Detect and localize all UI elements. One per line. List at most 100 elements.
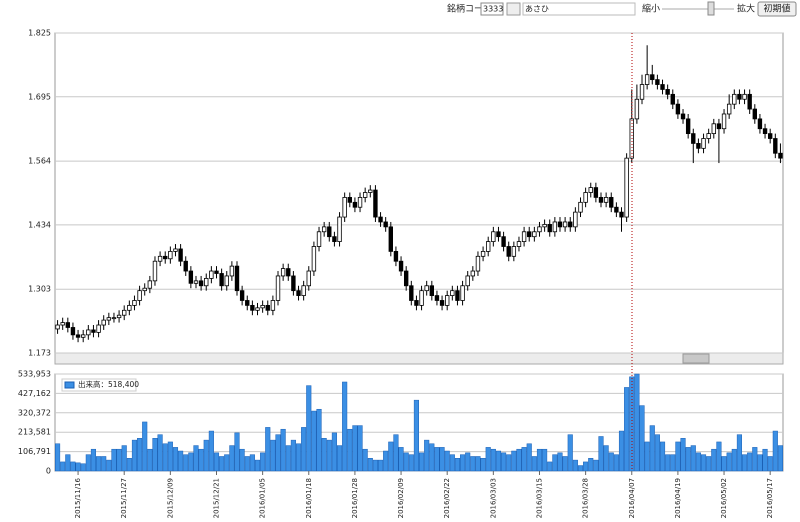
candle-body xyxy=(280,268,286,277)
volume-bar xyxy=(80,463,86,472)
y-tick-label: 1.564 xyxy=(28,157,51,166)
candle-body xyxy=(588,187,593,193)
volume-bar xyxy=(239,448,245,472)
candle-body xyxy=(214,270,219,274)
volume-bar xyxy=(613,454,619,472)
volume-bar xyxy=(290,439,296,472)
candle-body xyxy=(275,275,281,301)
candle-body xyxy=(65,322,71,328)
candle-body xyxy=(316,231,322,247)
candle-body xyxy=(486,241,491,252)
volume-bar xyxy=(75,462,81,472)
volume-bar xyxy=(470,456,476,472)
volume-bar xyxy=(167,441,173,472)
candle-body xyxy=(644,74,650,85)
volume-bar xyxy=(572,459,578,472)
y-tick-label: 1.434 xyxy=(28,220,51,229)
volume-bar xyxy=(618,430,625,472)
candle-body xyxy=(178,248,183,262)
candle-body xyxy=(55,324,60,330)
volume-bar xyxy=(70,461,76,472)
volume-bar xyxy=(388,441,394,472)
candle-body xyxy=(137,290,142,301)
volume-bar xyxy=(552,454,558,472)
candle-body xyxy=(634,98,640,120)
candle-body xyxy=(547,224,552,233)
volume-bar xyxy=(111,448,117,472)
candle-body xyxy=(752,108,757,120)
candle-body xyxy=(521,231,527,242)
candle-body xyxy=(711,123,716,135)
volume-bar xyxy=(213,452,220,472)
volume-bar xyxy=(536,448,543,472)
volume-bar xyxy=(101,456,107,472)
candle-body xyxy=(767,133,773,139)
candle-body xyxy=(152,260,158,282)
candle-body xyxy=(475,255,481,272)
x-tick-label: 2016/01/28 xyxy=(351,478,359,518)
candle-body xyxy=(342,197,347,218)
x-tick-label: 2015/11/27 xyxy=(120,478,128,518)
x-tick-label: 2016/05/02 xyxy=(720,478,728,518)
candle-body xyxy=(229,265,235,277)
volume-bar xyxy=(449,454,455,472)
candle-body xyxy=(183,260,188,272)
candle-body xyxy=(209,270,214,279)
volume-bar xyxy=(741,454,748,472)
volume-bar xyxy=(162,443,168,472)
candle-body xyxy=(701,138,706,149)
volume-bar xyxy=(516,448,522,472)
candle-body xyxy=(460,285,465,301)
candle-body xyxy=(147,280,153,289)
volume-bar xyxy=(439,447,445,472)
volume-bar xyxy=(326,439,332,472)
candle-body xyxy=(424,285,429,292)
volume-bar xyxy=(480,458,486,472)
candle-body xyxy=(250,304,255,311)
scrollbar-thumb[interactable] xyxy=(682,353,710,364)
volume-bar xyxy=(121,445,127,472)
candle-body xyxy=(286,268,291,277)
volume-bar xyxy=(178,450,184,472)
candle-body xyxy=(81,334,86,338)
reset-button[interactable] xyxy=(757,1,797,17)
candle-body xyxy=(665,89,670,95)
volume-bar xyxy=(198,448,204,472)
volume-bar xyxy=(270,439,276,472)
candle-body xyxy=(491,231,496,242)
volume-bar xyxy=(403,452,409,472)
volume-bar xyxy=(352,425,358,472)
zoom-slider-thumb[interactable] xyxy=(707,1,715,16)
scrollbar[interactable] xyxy=(54,352,784,365)
candle-body xyxy=(609,197,614,208)
volume-bar xyxy=(680,438,686,472)
candle-body xyxy=(352,201,358,208)
candle-body xyxy=(398,260,404,272)
volume-bar xyxy=(485,447,491,472)
volume-bar xyxy=(762,448,768,472)
x-tick-label: 2016/01/18 xyxy=(305,478,313,518)
volume-bar xyxy=(265,427,271,472)
volume-bar xyxy=(188,452,194,472)
candle-body xyxy=(163,255,168,260)
volume-bar xyxy=(603,445,609,472)
candle-body xyxy=(260,304,265,309)
code-input[interactable] xyxy=(480,2,504,16)
volume-bar xyxy=(736,434,742,472)
candle-body xyxy=(193,280,199,284)
search-button[interactable] xyxy=(506,2,521,16)
candle-body xyxy=(142,287,147,292)
candle-body xyxy=(306,270,311,287)
candle-body xyxy=(368,189,373,193)
volume-bar xyxy=(521,447,527,472)
volume-bar xyxy=(229,445,235,472)
y-tick-label: 427,162 xyxy=(18,389,51,398)
volume-bar xyxy=(193,445,199,472)
candle-body xyxy=(327,226,332,238)
volume-bar xyxy=(465,452,471,472)
volume-bar xyxy=(316,408,322,472)
volume-bar xyxy=(362,448,368,472)
candle-body xyxy=(501,236,506,247)
y-tick-label: 213,581 xyxy=(18,428,51,437)
volume-bar xyxy=(583,461,589,472)
